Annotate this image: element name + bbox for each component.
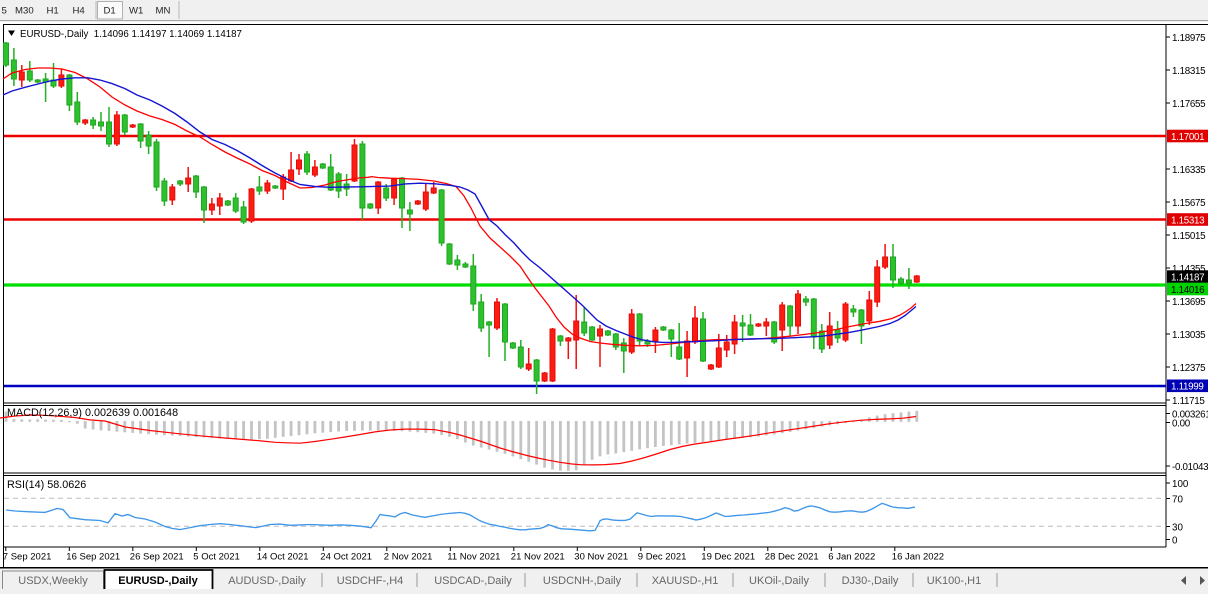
svg-text:5 Oct 2021: 5 Oct 2021 (193, 552, 239, 563)
svg-text:5: 5 (2, 6, 7, 17)
svg-text:0: 0 (1172, 535, 1178, 546)
svg-text:D1: D1 (104, 6, 116, 17)
svg-text:7 Sep 2021: 7 Sep 2021 (3, 552, 52, 563)
svg-text:EURUSD-,Daily 1.14096 1.14197: EURUSD-,Daily 1.14096 1.14197 1.14069 1.… (20, 29, 242, 40)
svg-text:EURUSD-,Daily: EURUSD-,Daily (118, 575, 198, 587)
svg-text:19 Dec 2021: 19 Dec 2021 (701, 552, 755, 563)
svg-text:1.17655: 1.17655 (1172, 99, 1206, 110)
svg-text:26 Sep 2021: 26 Sep 2021 (130, 552, 184, 563)
svg-text:USDCHF-,H4: USDCHF-,H4 (337, 575, 404, 587)
svg-text:14 Oct 2021: 14 Oct 2021 (257, 552, 309, 563)
svg-text:30: 30 (1172, 522, 1183, 533)
svg-text:0.00: 0.00 (1172, 418, 1191, 429)
svg-text:XAUUSD-,H1: XAUUSD-,H1 (652, 575, 719, 587)
svg-text:-0.010436: -0.010436 (1172, 462, 1208, 473)
svg-text:1.15675: 1.15675 (1172, 198, 1206, 209)
svg-text:DJ30-,Daily: DJ30-,Daily (842, 575, 899, 587)
svg-text:24 Oct 2021: 24 Oct 2021 (320, 552, 372, 563)
svg-text:28 Dec 2021: 28 Dec 2021 (765, 552, 819, 563)
svg-text:1.14355: 1.14355 (1172, 264, 1206, 275)
svg-text:1.14187: 1.14187 (1171, 272, 1204, 283)
svg-text:0.003261: 0.003261 (1172, 409, 1208, 420)
svg-text:16 Sep 2021: 16 Sep 2021 (66, 552, 120, 563)
svg-text:UKOil-,Daily: UKOil-,Daily (749, 575, 809, 587)
svg-text:AUDUSD-,Daily: AUDUSD-,Daily (228, 575, 306, 587)
svg-text:1.16335: 1.16335 (1172, 165, 1206, 176)
svg-text:MN: MN (156, 6, 171, 17)
svg-text:H4: H4 (73, 6, 86, 17)
svg-text:UK100-,H1: UK100-,H1 (927, 575, 981, 587)
svg-text:1.13035: 1.13035 (1172, 330, 1206, 341)
svg-text:1.15015: 1.15015 (1172, 231, 1206, 242)
svg-text:1.13695: 1.13695 (1172, 297, 1206, 308)
svg-text:H1: H1 (47, 6, 59, 17)
svg-text:USDCNH-,Daily: USDCNH-,Daily (543, 575, 622, 587)
svg-text:2 Nov 2021: 2 Nov 2021 (384, 552, 433, 563)
svg-text:1.11715: 1.11715 (1172, 396, 1205, 407)
svg-text:70: 70 (1172, 494, 1183, 505)
svg-text:1.12375: 1.12375 (1172, 363, 1206, 374)
svg-text:M30: M30 (15, 6, 34, 17)
svg-text:1.18315: 1.18315 (1172, 66, 1206, 77)
svg-text:USDCAD-,Daily: USDCAD-,Daily (434, 575, 512, 587)
svg-text:1.15313: 1.15313 (1171, 215, 1205, 226)
svg-text:1.14016: 1.14016 (1171, 285, 1205, 296)
svg-text:USDX,Weekly: USDX,Weekly (18, 575, 88, 587)
svg-text:21 Nov 2021: 21 Nov 2021 (511, 552, 565, 563)
svg-text:1.11999: 1.11999 (1171, 382, 1204, 393)
svg-text:6 Jan 2022: 6 Jan 2022 (828, 552, 875, 563)
svg-text:30 Nov 2021: 30 Nov 2021 (574, 552, 628, 563)
svg-text:MACD(12,26,9) 0.002639 0.00164: MACD(12,26,9) 0.002639 0.001648 (7, 407, 178, 419)
svg-text:16 Jan 2022: 16 Jan 2022 (892, 552, 944, 563)
svg-text:1.18975: 1.18975 (1172, 33, 1206, 44)
svg-text:W1: W1 (129, 6, 143, 17)
svg-text:9 Dec 2021: 9 Dec 2021 (638, 552, 687, 563)
svg-text:11 Nov 2021: 11 Nov 2021 (447, 552, 500, 563)
svg-text:100: 100 (1172, 479, 1189, 490)
svg-text:1.17001: 1.17001 (1171, 132, 1204, 143)
svg-text:RSI(14) 58.0626: RSI(14) 58.0626 (7, 479, 86, 491)
